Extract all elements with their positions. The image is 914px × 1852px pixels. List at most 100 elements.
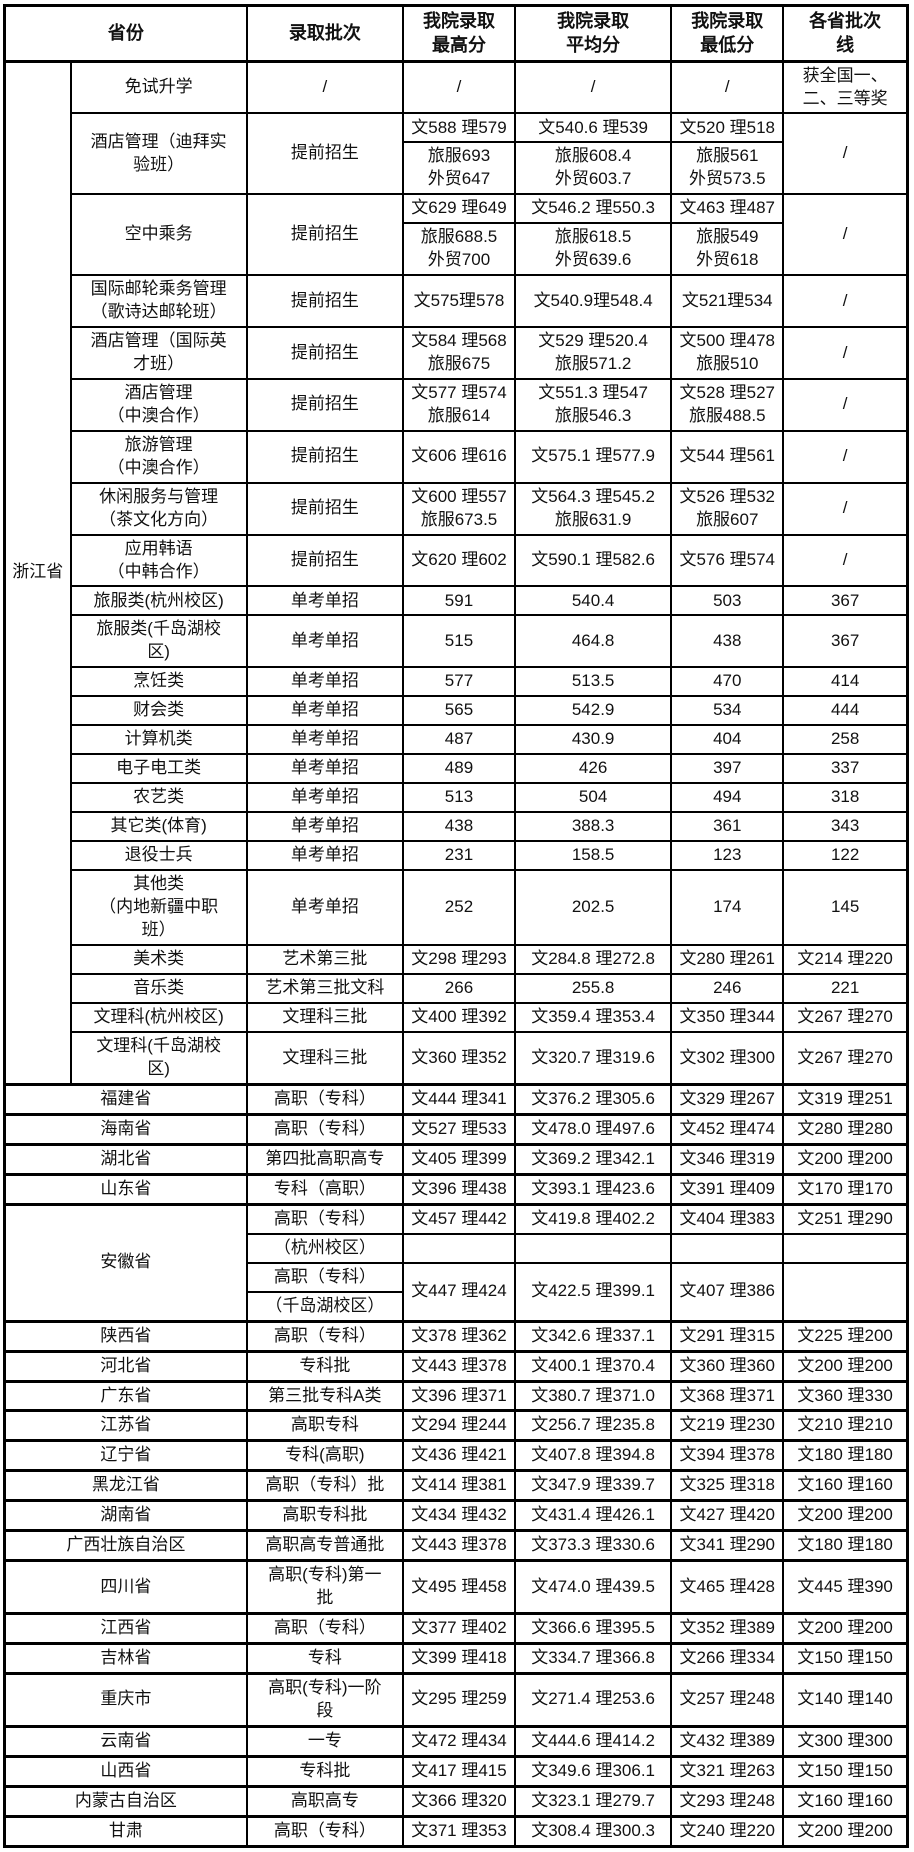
batch-cell: 提前招生 — [245, 377, 404, 432]
batch-cell: 文理科三批 — [245, 1031, 404, 1086]
batch-cell: 提前招生 — [245, 481, 404, 536]
batch-cell: 单考单招 — [245, 782, 404, 814]
province-cell: 山西省 — [3, 1754, 248, 1788]
avg-score-cell: 文540.6 理539 — [514, 112, 673, 144]
batch-line-cell: / — [782, 429, 909, 484]
batch-line-cell: 文251 理290 — [782, 1202, 909, 1235]
max-score-cell: 文396 理438 — [401, 1172, 517, 1206]
avg-score-cell: 文342.6 理337.1 — [514, 1319, 673, 1353]
avg-score-cell: 文529 理520.4 旅服571.2 — [514, 326, 673, 380]
program-cell: 酒店管理（国际英 才班） — [69, 326, 248, 380]
avg-score-cell: 文407.8 理394.8 — [514, 1439, 673, 1472]
batch-line-cell: 文200 理200 — [782, 1814, 909, 1848]
batch-line-cell: 文200 理200 — [782, 1142, 909, 1176]
program-cell: 空中乘务 — [69, 193, 248, 277]
max-score-cell: 文366 理320 — [401, 1784, 517, 1818]
batch-cell: 单考单招 — [245, 585, 404, 617]
avg-score-cell: 426 — [514, 753, 673, 785]
avg-score-cell: 464.8 — [514, 614, 673, 669]
batch-line-cell: 414 — [782, 666, 909, 698]
max-score-cell: 文629 理649 — [401, 193, 517, 225]
batch-cell: 单考单招 — [245, 840, 404, 872]
batch-cell: 一专 — [245, 1724, 404, 1758]
program-cell: 音乐类 — [69, 973, 248, 1005]
program-cell: 应用韩语 （中韩合作） — [69, 533, 248, 588]
batch-line-cell: 258 — [782, 724, 909, 756]
max-score-cell: / — [401, 59, 517, 115]
batch-cell: 高职（专科）批 — [245, 1469, 404, 1502]
avg-score-cell: 文444.6 理414.2 — [514, 1724, 673, 1758]
max-score-cell: 515 — [401, 614, 517, 669]
min-score-cell: 文528 理527 旅服488.5 — [670, 377, 785, 432]
batch-line-cell: 文150 理150 — [782, 1641, 909, 1675]
batch-line-cell: / — [782, 274, 909, 329]
max-score-cell: 文620 理602 — [401, 533, 517, 588]
batch-cell: 艺术第三批文科 — [245, 973, 404, 1005]
min-score-cell: 文291 理315 — [670, 1319, 785, 1353]
min-score-cell: 文329 理267 — [670, 1083, 785, 1116]
batch-line-cell: 文225 理200 — [782, 1319, 909, 1353]
province-cell: 四川省 — [3, 1559, 248, 1615]
min-score-cell: 494 — [670, 782, 785, 814]
province-cell: 湖南省 — [3, 1499, 248, 1532]
batch-cell: 提前招生 — [245, 112, 404, 196]
max-score-cell: 252 — [401, 869, 517, 947]
province-cell: 河北省 — [3, 1349, 248, 1383]
batch-line-cell: / — [782, 377, 909, 432]
batch-line-cell: 文214 理220 — [782, 944, 909, 976]
min-score-cell: / — [670, 59, 785, 115]
batch-cell: 专科批 — [245, 1754, 404, 1788]
batch-cell: 高职高专普通批 — [245, 1529, 404, 1562]
program-cell: 电子电工类 — [69, 753, 248, 785]
batch-line-cell: 文267 理270 — [782, 1002, 909, 1034]
batch-line-cell: 221 — [782, 973, 909, 1005]
min-score-cell: 文240 理220 — [670, 1814, 785, 1848]
min-score-cell: 文266 理334 — [670, 1641, 785, 1675]
min-score-cell: 文350 理344 — [670, 1002, 785, 1034]
province-cell: 山东省 — [3, 1172, 248, 1206]
batch-line-cell: 文150 理150 — [782, 1754, 909, 1788]
batch-line-cell: 343 — [782, 811, 909, 843]
batch-cell: 文理科三批 — [245, 1002, 404, 1034]
avg-score-cell: 文431.4 理426.1 — [514, 1499, 673, 1532]
min-score-cell: 文321 理263 — [670, 1754, 785, 1788]
province-cell: 甘肃 — [3, 1814, 248, 1848]
avg-score-cell: 文478.0 理497.6 — [514, 1112, 673, 1146]
batch-cell: 专科(高职) — [245, 1439, 404, 1472]
batch-cell: 单考单招 — [245, 695, 404, 727]
empty-cell — [514, 1232, 673, 1264]
program-cell: 酒店管理 （中澳合作） — [69, 377, 248, 432]
batch-cell: 高职专科批 — [245, 1499, 404, 1532]
max-score-cell: 旅服693 外贸647 — [401, 141, 517, 196]
batch-line-cell: 122 — [782, 840, 909, 872]
max-score-cell: 文527 理533 — [401, 1112, 517, 1146]
max-score-cell: 231 — [401, 840, 517, 872]
max-score-cell: 文443 理378 — [401, 1349, 517, 1383]
province-cell: 广西壮族自治区 — [3, 1529, 248, 1562]
max-score-cell: 文495 理458 — [401, 1559, 517, 1615]
batch-line-cell: / — [782, 533, 909, 588]
batch-line-cell: 文180 理180 — [782, 1439, 909, 1472]
batch-line-cell: 文267 理270 — [782, 1031, 909, 1086]
program-cell: 国际邮轮乘务管理 （歌诗达邮轮班） — [69, 274, 248, 329]
min-score-cell: 文346 理319 — [670, 1142, 785, 1176]
province-cell: 内蒙古自治区 — [3, 1784, 248, 1818]
batch-line-cell: 获全国一、 二、三等奖 — [782, 59, 909, 115]
min-score-cell: 文463 理487 — [670, 193, 785, 225]
min-score-cell: 文427 理420 — [670, 1499, 785, 1532]
min-score-cell: 174 — [670, 869, 785, 947]
campus-cell: （千岛湖校区） — [245, 1290, 404, 1323]
batch-line-cell: 文200 理200 — [782, 1612, 909, 1645]
batch-line-cell: 文160 理160 — [782, 1469, 909, 1502]
program-cell: 旅服类(杭州校区) — [69, 585, 248, 617]
min-score-cell: 文219 理230 — [670, 1409, 785, 1442]
province-cell: 重庆市 — [3, 1671, 248, 1728]
batch-cell: 高职（专科） — [245, 1112, 404, 1146]
admission-scores-table: 省份 录取批次 我院录取 最高分 我院录取 平均分 我院录取 最低分 各省批次 线 浙江省… — [3, 4, 909, 1848]
avg-score-cell: 文400.1 理370.4 — [514, 1349, 673, 1383]
avg-score-cell: 255.8 — [514, 973, 673, 1005]
program-cell: 文理科(千岛湖校 区) — [69, 1031, 248, 1086]
header-batch: 录取批次 — [245, 4, 404, 63]
min-score-cell: 文360 理360 — [670, 1349, 785, 1383]
